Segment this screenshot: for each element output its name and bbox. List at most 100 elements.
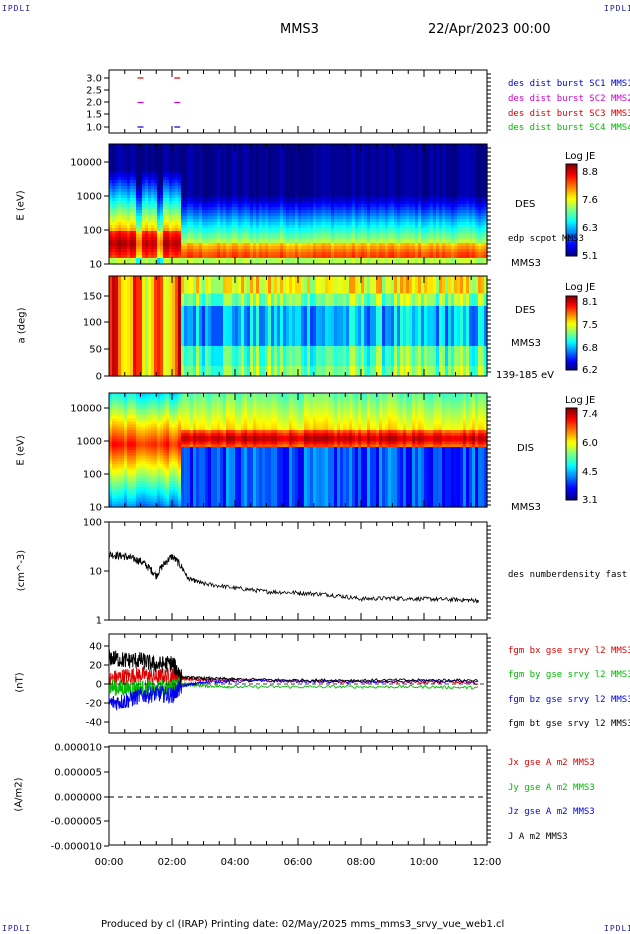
- des-energy-spectrogram-cell: [154, 204, 158, 208]
- des-energy-spectrogram-cell: [121, 243, 125, 247]
- des-energy-spectrogram-cell: [259, 261, 263, 265]
- des-energy-spectrogram-cell: [262, 180, 266, 184]
- des-energy-spectrogram-cell: [145, 252, 149, 256]
- des-energy-spectrogram-cell: [310, 216, 314, 220]
- des-energy-spectrogram-cell: [151, 234, 155, 238]
- des-energy-spectrogram-cell: [205, 246, 209, 250]
- des-energy-spectrogram-cell: [313, 177, 317, 181]
- des-energy-spectrogram-cell: [244, 258, 248, 262]
- des-energy-spectrogram-cell: [271, 210, 275, 214]
- des-energy-spectrogram-cell: [241, 177, 245, 181]
- des-energy-spectrogram-cell: [274, 186, 278, 190]
- des-energy-spectrogram-cell: [301, 150, 305, 154]
- des-energy-spectrogram-cell: [304, 162, 308, 166]
- des-energy-spectrogram-cell: [292, 153, 296, 157]
- des-energy-spectrogram-cell: [175, 177, 179, 181]
- des-energy-spectrogram-cell: [127, 159, 131, 163]
- des-energy-spectrogram-cell: [112, 195, 116, 199]
- des-energy-spectrogram-cell: [166, 189, 170, 193]
- des-energy-spectrogram-cell: [277, 192, 281, 196]
- des-energy-spectrogram-cell: [109, 189, 113, 193]
- des-energy-spectrogram-cell: [283, 225, 287, 229]
- des-energy-spectrogram-cell: [337, 237, 341, 241]
- des-energy-spectrogram-cell: [172, 237, 176, 241]
- des-energy-spectrogram-cell: [118, 246, 122, 250]
- des-energy-spectrogram-cell: [316, 234, 320, 238]
- des-energy-spectrogram-cell: [256, 168, 260, 172]
- des-energy-spectrogram-cell: [313, 204, 317, 208]
- des-energy-spectrogram-cell: [172, 228, 176, 232]
- des-energy-spectrogram-cell: [340, 147, 344, 151]
- des-energy-spectrogram-cell: [205, 153, 209, 157]
- des-energy-spectrogram-cell: [235, 225, 239, 229]
- des-energy-spectrogram-cell: [229, 228, 233, 232]
- des-energy-spectrogram-cell: [253, 165, 257, 169]
- des-energy-spectrogram-cell: [193, 198, 197, 202]
- des-energy-spectrogram-cell: [136, 168, 140, 172]
- des-energy-spectrogram-cell: [118, 222, 122, 226]
- des-energy-spectrogram-cell: [316, 240, 320, 244]
- des-energy-spectrogram-cell: [232, 162, 236, 166]
- des-energy-spectrogram-cell: [142, 207, 146, 211]
- des-energy-spectrogram-cell: [223, 225, 227, 229]
- des-energy-spectrogram-cell: [286, 237, 290, 241]
- des-energy-spectrogram-cell: [265, 180, 269, 184]
- des-energy-spectrogram-cell: [271, 192, 275, 196]
- des-energy-spectrogram-cell: [265, 243, 269, 247]
- des-energy-spectrogram-cell: [193, 189, 197, 193]
- des-energy-spectrogram-cell: [181, 255, 185, 259]
- des-energy-spectrogram-cell: [247, 177, 251, 181]
- des-energy-spectrogram-cell: [295, 171, 299, 175]
- des-energy-spectrogram-cell: [277, 174, 281, 178]
- des-energy-spectrogram-cell: [196, 258, 200, 262]
- des-energy-spectrogram-cell: [211, 198, 215, 202]
- des-energy-spectrogram-cell: [142, 144, 146, 148]
- des-energy-spectrogram-cell: [292, 210, 296, 214]
- des-energy-spectrogram-cell: [175, 162, 179, 166]
- des-energy-spectrogram-cell: [127, 195, 131, 199]
- des-energy-spectrogram-cell: [145, 162, 149, 166]
- des-energy-spectrogram-cell: [295, 153, 299, 157]
- des-energy-spectrogram-cell: [211, 192, 215, 196]
- des-energy-spectrogram-cell: [277, 231, 281, 235]
- des-energy-spectrogram-cell: [112, 189, 116, 193]
- des-energy-spectrogram-cell: [217, 162, 221, 166]
- des-energy-spectrogram-cell: [331, 225, 335, 229]
- des-energy-spectrogram-cell: [253, 237, 257, 241]
- des-energy-spectrogram-cell: [235, 201, 239, 205]
- des-energy-spectrogram-cell: [268, 219, 272, 223]
- des-energy-spectrogram-cell: [331, 249, 335, 253]
- des-energy-spectrogram-cell: [334, 204, 338, 208]
- des-energy-spectrogram-cell: [256, 162, 260, 166]
- des-energy-spectrogram-cell: [226, 222, 230, 226]
- des-energy-spectrogram-cell: [286, 165, 290, 169]
- des-energy-spectrogram-cell: [310, 162, 314, 166]
- des-energy-spectrogram-cell: [271, 261, 275, 265]
- des-energy-spectrogram-cell: [121, 219, 125, 223]
- des-energy-spectrogram-cell: [133, 165, 137, 169]
- des-energy-spectrogram-cell: [271, 162, 275, 166]
- des-energy-spectrogram-cell: [316, 204, 320, 208]
- des-energy-spectrogram-cell: [217, 156, 221, 160]
- des-energy-spectrogram-cell: [121, 249, 125, 253]
- des-energy-spectrogram-cell: [229, 246, 233, 250]
- des-energy-spectrogram-cell: [163, 240, 167, 244]
- des-energy-spectrogram-cell: [145, 186, 149, 190]
- des-energy-spectrogram-cell: [124, 192, 128, 196]
- des-energy-spectrogram-cell: [319, 240, 323, 244]
- des-energy-spectrogram-cell: [136, 234, 140, 238]
- des-energy-spectrogram-cell: [343, 246, 347, 250]
- des-energy-spectrogram-cell: [301, 156, 305, 160]
- des-energy-spectrogram-cell: [160, 189, 164, 193]
- des-energy-spectrogram-cell: [202, 231, 206, 235]
- des-energy-spectrogram-cell: [328, 258, 332, 262]
- des-energy-spectrogram-cell: [190, 210, 194, 214]
- des-energy-spectrogram-cell: [127, 144, 131, 148]
- des-energy-spectrogram-cell: [298, 150, 302, 154]
- des-energy-spectrogram-cell: [124, 225, 128, 229]
- des-energy-spectrogram-cell: [136, 180, 140, 184]
- des-energy-spectrogram-cell: [238, 156, 242, 160]
- des-energy-spectrogram-cell: [163, 171, 167, 175]
- des-energy-spectrogram-cell: [274, 258, 278, 262]
- des-energy-spectrogram-cell: [121, 174, 125, 178]
